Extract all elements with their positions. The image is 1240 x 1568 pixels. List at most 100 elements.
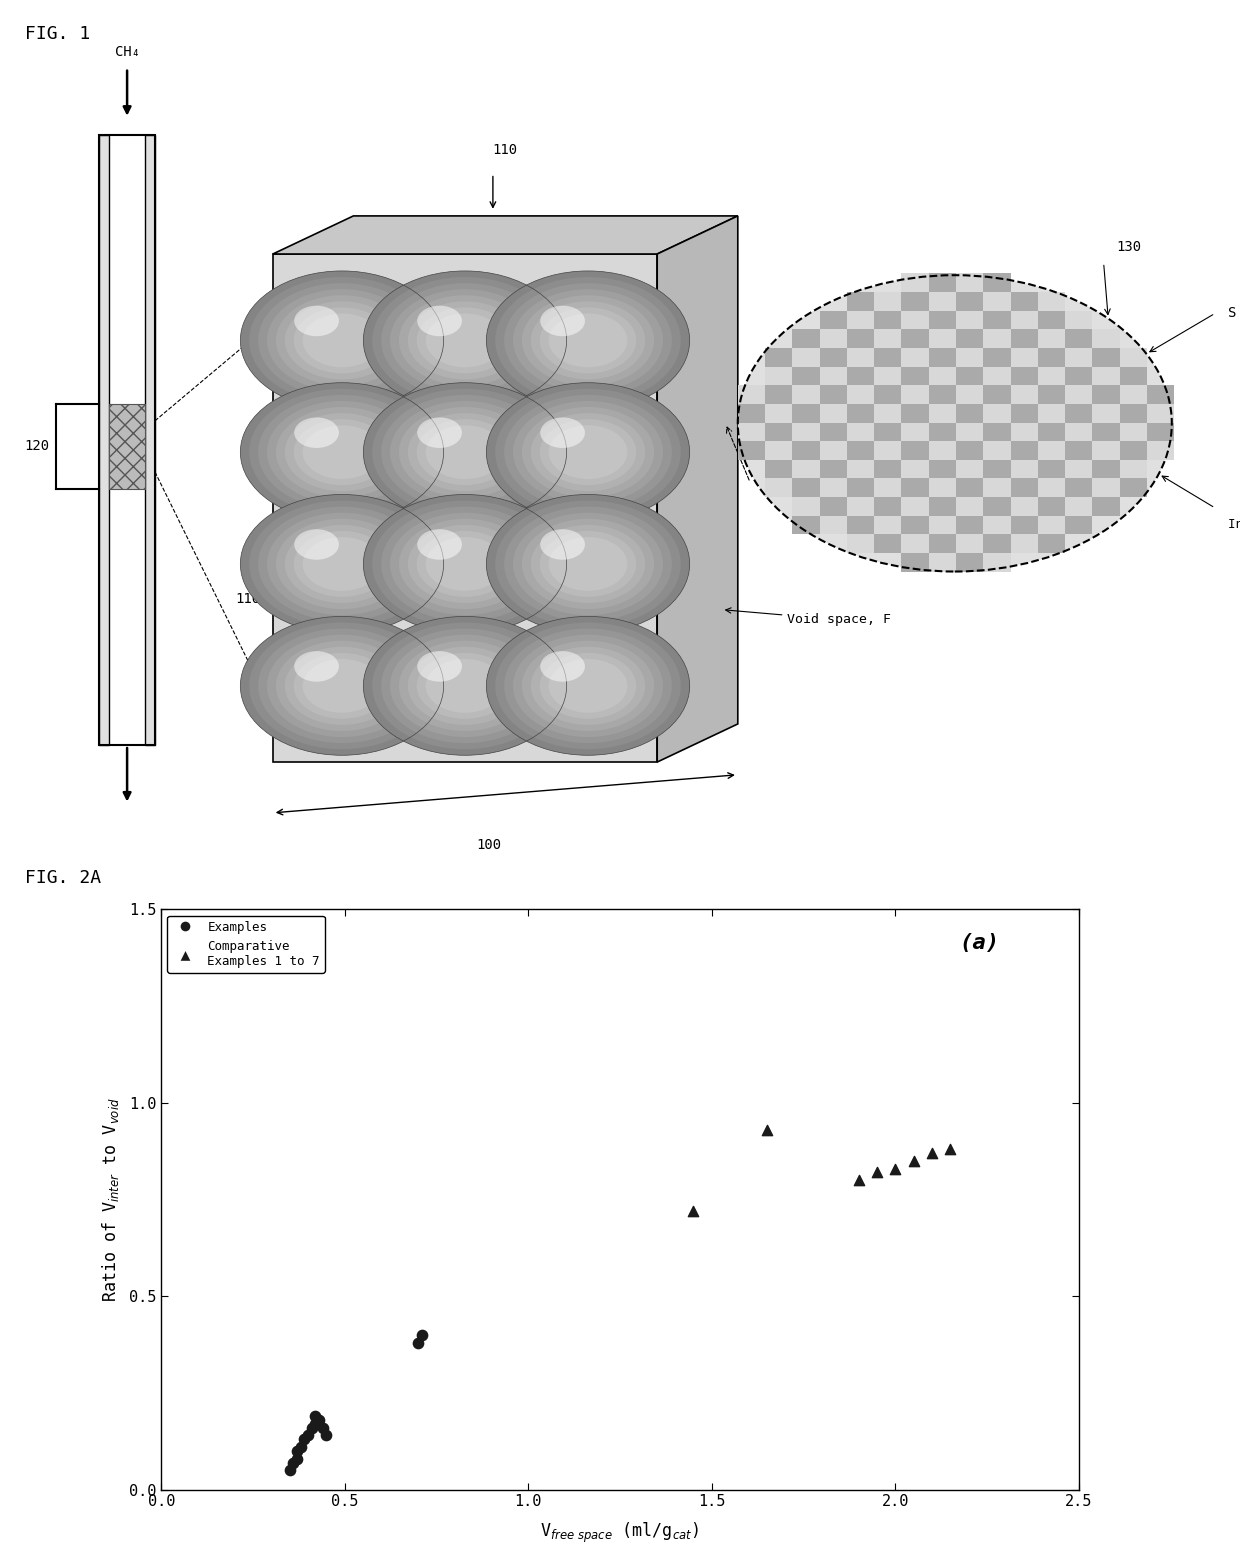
Bar (1038, 329, 1065, 348)
Bar (1011, 497, 1038, 516)
Bar (847, 329, 874, 348)
Bar (901, 386, 929, 405)
Circle shape (363, 616, 567, 756)
Circle shape (522, 408, 655, 497)
Bar (1120, 459, 1147, 478)
Circle shape (486, 383, 689, 522)
Bar (874, 310, 901, 329)
Bar (983, 422, 1011, 441)
Bar (1120, 422, 1147, 441)
Bar (929, 329, 956, 348)
Bar (983, 459, 1011, 478)
Circle shape (303, 536, 382, 591)
Bar (929, 535, 956, 554)
Circle shape (249, 389, 435, 516)
Bar (1147, 386, 1174, 405)
Bar (820, 386, 847, 405)
Point (756, 1118, 776, 1143)
Bar (874, 497, 901, 516)
Bar (1038, 405, 1065, 422)
Circle shape (408, 301, 522, 379)
Bar (1011, 535, 1038, 554)
Point (298, 1422, 317, 1447)
Bar (901, 535, 929, 554)
Circle shape (513, 289, 663, 392)
Point (294, 1427, 314, 1452)
Bar (929, 422, 956, 441)
Bar (1065, 405, 1092, 422)
Bar (929, 516, 956, 535)
Bar (1120, 478, 1147, 497)
Bar (1038, 516, 1065, 535)
Bar (847, 516, 874, 535)
Circle shape (275, 295, 408, 386)
Circle shape (258, 284, 425, 398)
Bar (1011, 422, 1038, 441)
Bar (1038, 348, 1065, 367)
Circle shape (294, 419, 391, 485)
Circle shape (399, 641, 531, 731)
Bar (847, 441, 874, 459)
Bar (847, 478, 874, 497)
Bar (874, 535, 901, 554)
Point (867, 1160, 887, 1185)
Circle shape (391, 635, 539, 737)
Bar (983, 292, 1011, 310)
Bar (820, 329, 847, 348)
Text: 110: 110 (492, 143, 518, 157)
Bar (738, 386, 765, 405)
Circle shape (505, 284, 672, 398)
Circle shape (495, 389, 681, 516)
Bar (99, 135, 109, 745)
Bar (1065, 422, 1092, 441)
Circle shape (391, 289, 539, 392)
Bar (109, 403, 145, 489)
Bar (1011, 348, 1038, 367)
Bar (956, 497, 983, 516)
Bar (874, 292, 901, 310)
Circle shape (372, 389, 558, 516)
Bar (1011, 516, 1038, 535)
Circle shape (267, 513, 417, 615)
Point (312, 1416, 332, 1441)
Bar (1065, 516, 1092, 535)
Bar (1092, 441, 1120, 459)
Text: 110: 110 (236, 593, 260, 607)
Circle shape (531, 646, 645, 724)
Bar (1065, 459, 1092, 478)
X-axis label: V$_{free\ space}$ (ml/g$_{cat}$): V$_{free\ space}$ (ml/g$_{cat}$) (541, 1521, 699, 1544)
Circle shape (275, 519, 408, 608)
Bar (1038, 459, 1065, 478)
Polygon shape (273, 254, 657, 762)
Circle shape (391, 401, 539, 503)
Bar (929, 459, 956, 478)
Point (316, 1422, 336, 1447)
Circle shape (241, 494, 444, 633)
Circle shape (241, 383, 444, 522)
Bar (901, 422, 929, 441)
Circle shape (249, 278, 435, 403)
Bar (765, 422, 792, 441)
Circle shape (417, 419, 513, 485)
Text: (a): (a) (960, 933, 999, 953)
Bar (901, 554, 929, 572)
Circle shape (417, 530, 463, 560)
Bar (738, 422, 765, 441)
Bar (983, 405, 1011, 422)
Bar (874, 459, 901, 478)
Bar (1092, 459, 1120, 478)
Bar (792, 405, 820, 422)
Circle shape (372, 500, 558, 627)
Circle shape (275, 641, 408, 731)
Bar (874, 367, 901, 386)
Bar (874, 422, 901, 441)
Circle shape (738, 276, 1172, 571)
Bar (820, 459, 847, 478)
Bar (956, 292, 983, 310)
Bar (765, 367, 792, 386)
Bar (1065, 497, 1092, 516)
Circle shape (249, 500, 435, 627)
Bar (956, 459, 983, 478)
Bar (820, 348, 847, 367)
Point (940, 1137, 960, 1162)
